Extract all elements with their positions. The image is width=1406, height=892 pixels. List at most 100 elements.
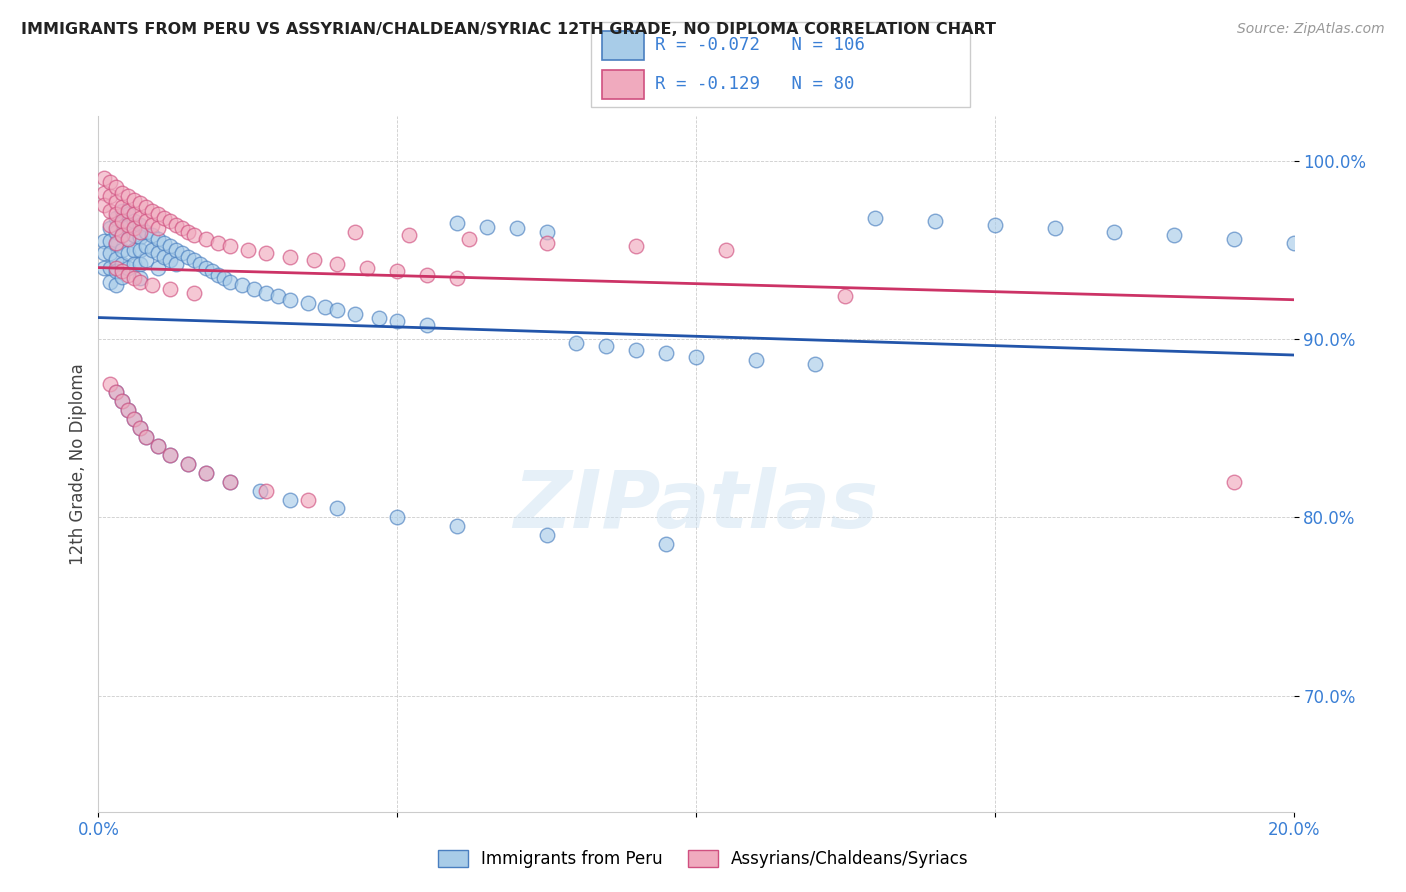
Text: ZIPatlas: ZIPatlas — [513, 467, 879, 545]
Point — [201, 264, 224, 278]
Point — [165, 243, 187, 257]
Point — [385, 510, 409, 524]
Point — [278, 492, 301, 507]
Point — [111, 228, 134, 243]
Point — [141, 243, 163, 257]
Point — [124, 193, 146, 207]
Point — [267, 289, 290, 303]
Point — [326, 257, 349, 271]
Y-axis label: 12th Grade, No Diploma: 12th Grade, No Diploma — [69, 363, 87, 565]
Point — [117, 207, 139, 221]
Point — [326, 501, 349, 516]
Point — [105, 207, 128, 221]
Point — [446, 519, 468, 533]
Point — [177, 250, 200, 264]
Point — [624, 239, 647, 253]
Point — [159, 253, 181, 268]
Point — [93, 234, 115, 248]
Point — [141, 203, 163, 218]
Point — [153, 211, 176, 225]
Point — [416, 318, 439, 332]
Point — [129, 211, 152, 225]
Point — [93, 260, 115, 275]
Point — [655, 537, 678, 551]
Point — [129, 421, 152, 435]
Point — [117, 268, 139, 282]
Point — [148, 439, 170, 453]
Point — [129, 196, 152, 211]
Point — [105, 211, 128, 225]
Point — [745, 353, 768, 368]
Point — [1104, 225, 1126, 239]
Point — [124, 271, 146, 285]
Point — [243, 282, 266, 296]
Point — [595, 339, 617, 353]
Point — [148, 232, 170, 246]
Point — [105, 385, 128, 400]
Point — [194, 466, 218, 480]
Point — [231, 278, 253, 293]
Point — [536, 235, 558, 250]
Point — [105, 194, 128, 209]
Point — [98, 218, 122, 232]
Point — [111, 203, 134, 218]
Point — [111, 228, 134, 243]
Point — [536, 225, 558, 239]
Point — [194, 260, 218, 275]
Point — [536, 528, 558, 542]
Point — [344, 225, 367, 239]
Point — [117, 260, 139, 275]
Point — [111, 257, 134, 271]
Text: IMMIGRANTS FROM PERU VS ASSYRIAN/CHALDEAN/SYRIAC 12TH GRADE, NO DIPLOMA CORRELAT: IMMIGRANTS FROM PERU VS ASSYRIAN/CHALDEA… — [21, 22, 995, 37]
Point — [249, 483, 271, 498]
Point — [117, 403, 139, 417]
Point — [129, 257, 152, 271]
Point — [207, 235, 229, 250]
Point — [117, 218, 139, 232]
Point — [219, 475, 242, 489]
Point — [124, 412, 146, 426]
Point — [135, 200, 157, 214]
Point — [124, 221, 146, 235]
Point — [506, 221, 529, 235]
Point — [98, 203, 122, 218]
Point — [278, 250, 301, 264]
Point — [385, 314, 409, 328]
Point — [111, 216, 134, 230]
Point — [98, 260, 122, 275]
Point — [105, 180, 128, 194]
Point — [105, 237, 128, 252]
Point — [165, 218, 187, 232]
Point — [117, 219, 139, 234]
FancyBboxPatch shape — [602, 30, 644, 60]
Point — [219, 275, 242, 289]
Point — [148, 439, 170, 453]
Point — [297, 492, 319, 507]
Point — [148, 246, 170, 260]
Point — [475, 219, 498, 234]
Point — [148, 221, 170, 235]
Point — [278, 293, 301, 307]
Point — [111, 264, 134, 278]
Point — [117, 246, 139, 260]
Point — [135, 214, 157, 228]
Point — [398, 228, 420, 243]
Legend: Immigrants from Peru, Assyrians/Chaldeans/Syriacs: Immigrants from Peru, Assyrians/Chaldean… — [430, 843, 976, 875]
Point — [1223, 232, 1246, 246]
Point — [148, 207, 170, 221]
Point — [219, 239, 242, 253]
Point — [219, 475, 242, 489]
Point — [105, 278, 128, 293]
Point — [111, 269, 134, 284]
Point — [117, 403, 139, 417]
Point — [188, 257, 211, 271]
Point — [129, 218, 152, 232]
Point — [159, 214, 181, 228]
Point — [172, 246, 194, 260]
Point — [326, 303, 349, 318]
Text: R = -0.129   N = 80: R = -0.129 N = 80 — [655, 75, 855, 93]
Point — [624, 343, 647, 357]
Point — [135, 430, 157, 444]
Point — [159, 282, 181, 296]
Point — [834, 289, 856, 303]
